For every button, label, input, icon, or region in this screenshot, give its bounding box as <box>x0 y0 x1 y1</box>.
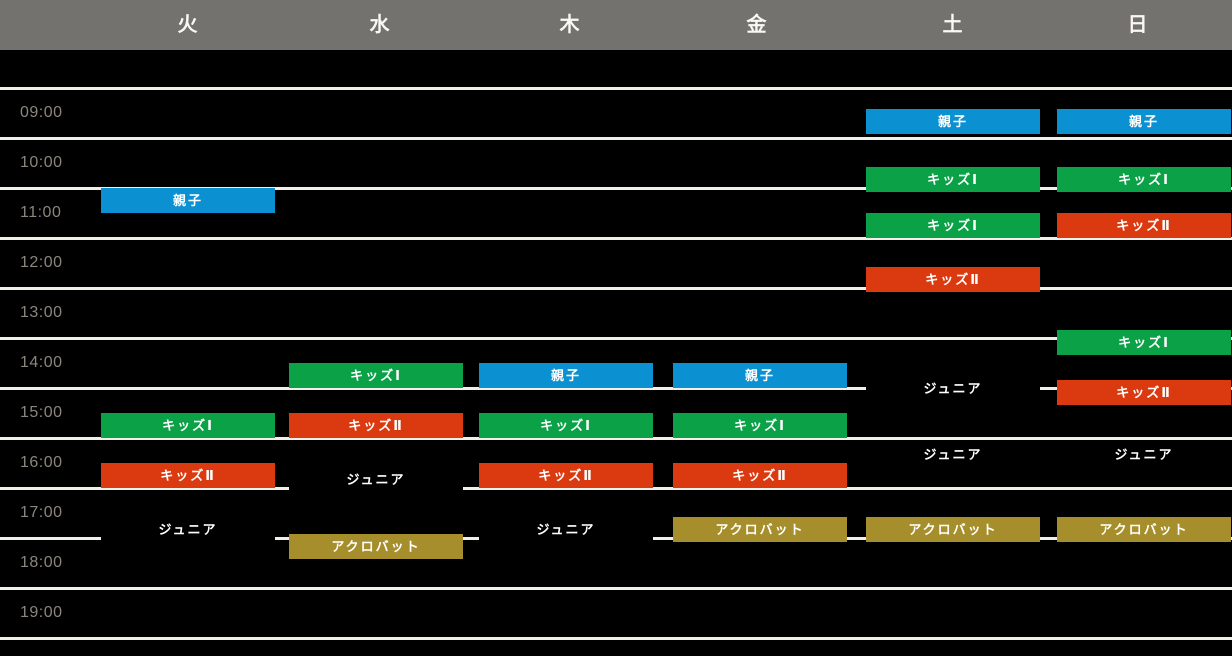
day-header-3: 木 <box>559 14 581 36</box>
hour-gridline <box>0 587 1232 590</box>
event-block-kids1: キッズⅠ <box>289 363 463 388</box>
event-block-kids1: キッズⅠ <box>866 213 1040 238</box>
event-block-oyako: 親子 <box>101 188 275 213</box>
hour-gridline <box>0 237 1232 240</box>
day-header-5: 土 <box>942 14 964 36</box>
time-label-14:00: 14:00 <box>20 354 63 371</box>
day-header-4: 金 <box>746 14 768 36</box>
hour-gridline <box>0 187 1232 190</box>
hour-gridline <box>0 337 1232 340</box>
time-label-19:00: 19:00 <box>20 604 63 621</box>
event-block-kids2: キッズⅡ <box>1057 379 1231 405</box>
event-block-acrobat: アクロバット <box>866 517 1040 543</box>
event-block-junior: ジュニア <box>101 517 275 543</box>
time-label-12:00: 12:00 <box>20 254 63 271</box>
event-block-kids2: キッズⅡ <box>866 267 1040 293</box>
event-block-junior: ジュニア <box>289 467 463 493</box>
event-block-junior: ジュニア <box>866 442 1040 468</box>
event-block-oyako: 親子 <box>1057 108 1231 134</box>
event-block-kids1: キッズⅠ <box>673 413 847 438</box>
event-block-kids2: キッズⅡ <box>479 463 653 488</box>
hour-gridline <box>0 487 1232 490</box>
event-block-oyako: 親子 <box>673 363 847 388</box>
hour-gridline <box>0 137 1232 140</box>
event-block-junior: ジュニア <box>1057 442 1231 468</box>
hour-gridline <box>0 287 1232 290</box>
time-label-13:00: 13:00 <box>20 304 63 321</box>
event-block-kids2: キッズⅡ <box>289 413 463 438</box>
event-block-kids1: キッズⅠ <box>1057 329 1231 355</box>
event-block-junior: ジュニア <box>866 375 1040 401</box>
event-block-kids1: キッズⅠ <box>101 413 275 438</box>
day-header-1: 火 <box>177 14 199 36</box>
event-block-kids1: キッズⅠ <box>479 413 653 438</box>
day-header-2: 水 <box>369 14 391 36</box>
event-block-acrobat: アクロバット <box>1057 517 1231 543</box>
event-block-kids2: キッズⅡ <box>1057 213 1231 238</box>
day-header-row: 火水木金土日 <box>0 0 1232 50</box>
time-label-15:00: 15:00 <box>20 404 63 421</box>
time-label-09:00: 09:00 <box>20 104 63 121</box>
time-label-18:00: 18:00 <box>20 554 63 571</box>
hour-gridline <box>0 437 1232 440</box>
time-label-16:00: 16:00 <box>20 454 63 471</box>
event-block-kids1: キッズⅠ <box>1057 167 1231 193</box>
day-header-6: 日 <box>1127 14 1149 36</box>
hour-gridline <box>0 637 1232 640</box>
event-block-kids2: キッズⅡ <box>101 463 275 488</box>
time-label-11:00: 11:00 <box>20 204 62 221</box>
time-label-10:00: 10:00 <box>20 154 63 171</box>
event-block-kids2: キッズⅡ <box>673 463 847 488</box>
hour-gridline <box>0 87 1232 90</box>
event-block-acrobat: アクロバット <box>673 517 847 543</box>
hour-gridline <box>0 387 1232 390</box>
event-block-acrobat: アクロバット <box>289 533 463 559</box>
event-block-oyako: 親子 <box>479 363 653 388</box>
event-block-oyako: 親子 <box>866 108 1040 134</box>
event-block-junior: ジュニア <box>479 517 653 543</box>
time-label-17:00: 17:00 <box>20 504 63 521</box>
event-block-kids1: キッズⅠ <box>866 167 1040 193</box>
